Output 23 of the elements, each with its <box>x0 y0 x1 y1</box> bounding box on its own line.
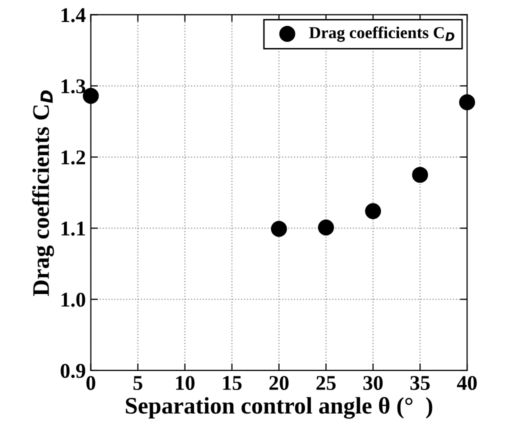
x-tick-label: 15 <box>223 376 242 390</box>
legend-label: Drag coefficients C$_{D}$ <box>309 26 454 42</box>
x-tick-label: 10 <box>176 376 195 390</box>
y-tick-label: 1.1 <box>62 222 85 236</box>
x-axis-title: Separation control angle θ (° ) <box>126 397 432 419</box>
x-tick-label: 0 <box>86 376 96 390</box>
point <box>318 219 334 236</box>
point <box>412 166 428 183</box>
y-tick-label: 1.2 <box>62 150 86 165</box>
y-axis-title: Drag coefficients C$_{D}$ <box>32 90 54 296</box>
x-tick-label: 35 <box>410 376 430 390</box>
point <box>459 94 476 110</box>
point <box>270 220 287 237</box>
x-tick-label: 40 <box>456 376 477 390</box>
y-tick-label: 0.9 <box>60 364 86 378</box>
x-tick-label: 30 <box>363 376 383 390</box>
y-tick-label: 1.0 <box>62 292 86 307</box>
point <box>365 203 382 220</box>
x-tick-label: 25 <box>316 376 336 390</box>
y-tick-label: 1.3 <box>62 79 86 94</box>
y-tick-label: 1.4 <box>62 8 86 22</box>
x-tick-label: 20 <box>269 376 289 390</box>
x-tick-label: 5 <box>133 376 142 390</box>
